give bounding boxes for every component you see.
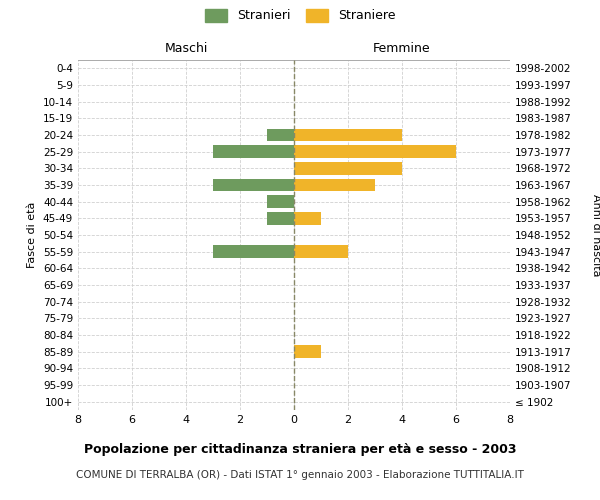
Bar xyxy=(294,346,321,358)
Y-axis label: Anni di nascita: Anni di nascita xyxy=(591,194,600,276)
Bar xyxy=(294,129,402,141)
Text: Femmine: Femmine xyxy=(373,42,431,55)
Text: COMUNE DI TERRALBA (OR) - Dati ISTAT 1° gennaio 2003 - Elaborazione TUTTITALIA.I: COMUNE DI TERRALBA (OR) - Dati ISTAT 1° … xyxy=(76,470,524,480)
Bar xyxy=(267,212,294,224)
Bar xyxy=(294,212,321,224)
Bar xyxy=(294,179,375,192)
Bar xyxy=(213,246,294,258)
Text: Maschi: Maschi xyxy=(164,42,208,55)
Legend: Stranieri, Straniere: Stranieri, Straniere xyxy=(205,8,395,22)
Bar xyxy=(213,179,294,192)
Bar xyxy=(294,246,348,258)
Bar xyxy=(267,129,294,141)
Text: Popolazione per cittadinanza straniera per età e sesso - 2003: Popolazione per cittadinanza straniera p… xyxy=(84,442,516,456)
Bar xyxy=(267,196,294,208)
Bar xyxy=(213,146,294,158)
Bar xyxy=(294,146,456,158)
Bar xyxy=(294,162,402,174)
Y-axis label: Fasce di età: Fasce di età xyxy=(28,202,37,268)
